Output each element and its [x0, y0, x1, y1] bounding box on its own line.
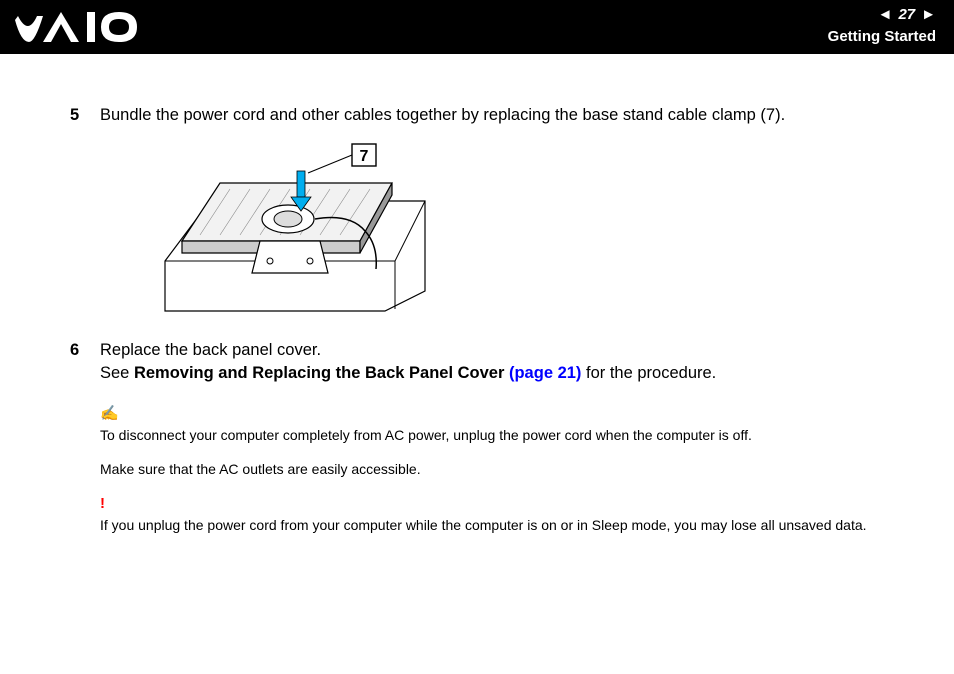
step-number: 6: [70, 339, 100, 385]
page-number: 27: [898, 6, 915, 23]
warning-icon: !: [100, 493, 884, 514]
step6-line1: Replace the back panel cover.: [100, 341, 321, 359]
cable-clamp-figure: 7: [160, 141, 430, 316]
nav-prev-icon[interactable]: ◄: [878, 6, 893, 23]
step-text: Bundle the power cord and other cables t…: [100, 104, 884, 127]
step-6: 6 Replace the back panel cover. See Remo…: [70, 339, 884, 385]
note-icon: ✍: [100, 403, 884, 424]
section-title: Getting Started: [828, 28, 936, 45]
notes-block: ✍ To disconnect your computer completely…: [100, 403, 884, 536]
step-text: Replace the back panel cover. See Removi…: [100, 339, 884, 385]
page-nav: ◄ 27 ►: [878, 6, 936, 23]
note-text-1: To disconnect your computer completely f…: [100, 426, 884, 446]
figure-container: 7: [160, 141, 884, 321]
step6-see: See: [100, 364, 134, 382]
page-21-link[interactable]: (page 21): [509, 364, 581, 382]
page-content: 5 Bundle the power cord and other cables…: [0, 54, 954, 536]
step6-after: for the procedure.: [581, 364, 716, 382]
page-header: ◄ 27 ► Getting Started: [0, 0, 954, 54]
note-text-2: Make sure that the AC outlets are easily…: [100, 460, 884, 480]
step-number: 5: [70, 104, 100, 127]
vaio-logo: [15, 6, 195, 48]
figure-callout-label: 7: [360, 148, 369, 165]
nav-next-icon[interactable]: ►: [921, 6, 936, 23]
step6-ref-title: Removing and Replacing the Back Panel Co…: [134, 364, 509, 382]
warning-text: If you unplug the power cord from your c…: [100, 516, 884, 536]
step-5: 5 Bundle the power cord and other cables…: [70, 104, 884, 127]
